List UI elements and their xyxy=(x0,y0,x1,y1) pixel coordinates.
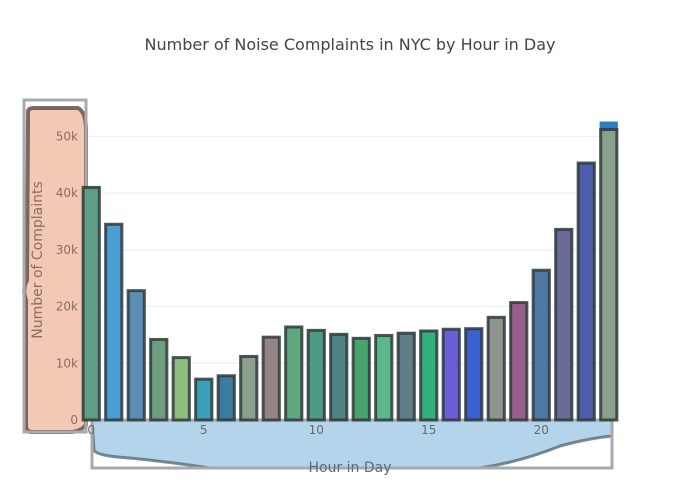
y-axis-title: Number of Complaints xyxy=(30,181,46,339)
x-tick-label: 20 xyxy=(534,423,549,437)
x-tick-labels: 0 5 10 15 20 xyxy=(87,423,548,437)
x-tick-label: 0 xyxy=(87,423,95,437)
chart-title: Number of Noise Complaints in NYC by Hou… xyxy=(145,35,556,54)
bar[interactable] xyxy=(576,161,596,422)
bar[interactable] xyxy=(261,335,281,422)
y-tick-label: 10k xyxy=(56,356,78,370)
bar[interactable] xyxy=(171,356,191,422)
bar[interactable] xyxy=(284,325,304,422)
bar[interactable] xyxy=(554,227,574,422)
y-tick-label: 20k xyxy=(56,300,78,314)
x-tick-label: 5 xyxy=(200,423,208,437)
x-tick-label: 15 xyxy=(421,423,436,437)
x-axis-title: Hour in Day xyxy=(308,460,391,476)
bar[interactable] xyxy=(464,327,484,422)
bar[interactable] xyxy=(329,332,349,422)
bar[interactable] xyxy=(216,374,236,422)
bars xyxy=(81,121,619,422)
bar[interactable] xyxy=(419,329,439,422)
bar[interactable] xyxy=(126,289,146,422)
bar[interactable] xyxy=(239,354,259,422)
y-tick-label: 30k xyxy=(56,243,78,257)
bar[interactable] xyxy=(194,377,214,422)
y-tick-label: 50k xyxy=(56,129,78,143)
bar[interactable] xyxy=(81,185,101,422)
bar-top-highlight xyxy=(599,121,618,132)
bar[interactable] xyxy=(374,333,394,422)
x-tick-label: 10 xyxy=(309,423,324,437)
y-tick-label: 0 xyxy=(70,413,78,427)
bar[interactable] xyxy=(486,315,506,422)
bar[interactable] xyxy=(531,268,551,422)
bar[interactable] xyxy=(149,337,169,422)
bar[interactable] xyxy=(351,336,371,422)
y-tick-label: 40k xyxy=(56,186,78,200)
y-tick-labels: 0 10k 20k 30k 40k 50k xyxy=(56,129,78,427)
bar[interactable] xyxy=(396,331,416,422)
bar[interactable] xyxy=(599,128,619,422)
bar[interactable] xyxy=(306,328,326,422)
bar[interactable] xyxy=(104,222,124,422)
bar[interactable] xyxy=(441,327,461,422)
bar[interactable] xyxy=(509,301,529,422)
